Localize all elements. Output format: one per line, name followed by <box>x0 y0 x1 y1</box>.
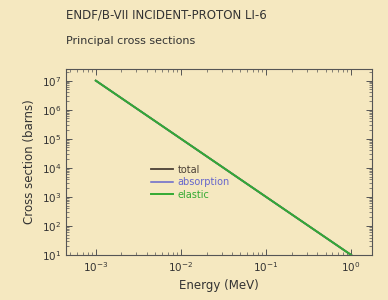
total <box>349 253 353 257</box>
Legend: total, absorption, elastic: total, absorption, elastic <box>147 161 234 204</box>
absorption <box>246 183 250 186</box>
elastic <box>215 162 219 165</box>
X-axis label: Energy (MeV): Energy (MeV) <box>179 279 259 292</box>
absorption <box>215 162 219 165</box>
elastic <box>94 79 98 83</box>
total <box>216 163 221 166</box>
total <box>343 249 347 253</box>
elastic <box>232 173 236 177</box>
Text: ENDF/B-VII INCIDENT-PROTON LI-6: ENDF/B-VII INCIDENT-PROTON LI-6 <box>66 9 267 22</box>
Line: elastic: elastic <box>96 81 351 255</box>
absorption <box>303 222 307 225</box>
Text: Principal cross sections: Principal cross sections <box>66 36 195 46</box>
elastic <box>303 222 307 225</box>
Line: absorption: absorption <box>96 81 351 255</box>
absorption <box>216 163 221 166</box>
Y-axis label: Cross section (barns): Cross section (barns) <box>23 100 36 224</box>
total <box>94 79 98 83</box>
elastic <box>216 163 221 166</box>
absorption <box>349 253 353 257</box>
absorption <box>343 249 347 253</box>
elastic <box>246 183 250 186</box>
elastic <box>349 253 353 257</box>
Line: total: total <box>96 81 351 255</box>
elastic <box>343 249 347 253</box>
total <box>246 183 250 186</box>
absorption <box>94 79 98 83</box>
total <box>303 222 307 225</box>
absorption <box>232 173 236 177</box>
total <box>232 173 236 177</box>
total <box>215 162 219 165</box>
